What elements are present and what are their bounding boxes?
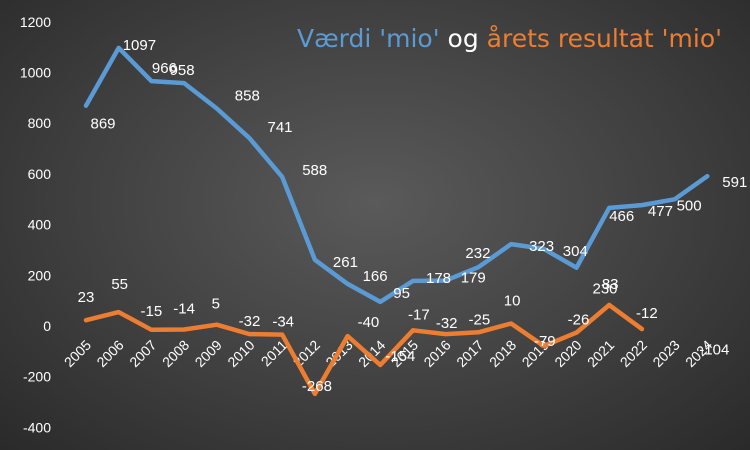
- x-tick-label: 2017: [453, 337, 486, 370]
- data-label-s0: 588: [302, 162, 327, 179]
- x-tick-label: 2007: [126, 337, 159, 370]
- chart-title: Værdi 'mio' og årets resultat 'mio': [297, 24, 722, 53]
- chart-title-part-0: Værdi 'mio': [297, 24, 440, 53]
- data-label-s1: -34: [272, 314, 294, 331]
- data-label-s1: -12: [636, 305, 658, 322]
- data-label-s0: 741: [268, 119, 293, 136]
- y-tick-label: 1000: [20, 65, 51, 81]
- data-label-s1: 10: [504, 292, 521, 309]
- y-tick-label: -200: [23, 369, 51, 385]
- data-label-s1: -79: [534, 333, 556, 350]
- data-label-s0: 166: [363, 268, 388, 285]
- data-label-s0: 232: [465, 245, 490, 262]
- x-tick-label: 2010: [224, 337, 257, 370]
- data-label-s0: 591: [722, 174, 747, 191]
- data-label-s1: -15: [141, 303, 163, 320]
- x-tick-label: 2005: [61, 337, 94, 370]
- y-tick-label: 200: [28, 267, 52, 283]
- x-tick-label: 2008: [159, 337, 192, 370]
- data-label-s0: 95: [393, 285, 410, 302]
- y-tick-label: 600: [28, 166, 52, 182]
- data-label-s0: 323: [529, 238, 554, 255]
- x-tick-label: 2009: [192, 337, 225, 370]
- data-label-s1: 23: [78, 289, 95, 306]
- data-label-s1: 55: [111, 276, 128, 293]
- data-label-s0: 958: [170, 62, 195, 79]
- data-label-s1: -32: [239, 313, 261, 330]
- data-label-s1: -32: [436, 315, 458, 332]
- data-label-s1: -17: [408, 306, 430, 323]
- x-tick-label: 2023: [649, 337, 682, 370]
- data-label-s1: 5: [212, 296, 220, 313]
- series-line-0: [83, 45, 710, 305]
- series-line-1: [83, 302, 645, 397]
- y-tick-label: -400: [23, 419, 51, 435]
- chart-title-part-2: årets resultat 'mio': [487, 24, 722, 53]
- data-label-s1: -14: [173, 301, 195, 318]
- data-label-s0: 1097: [123, 37, 156, 54]
- data-label-s1: -26: [568, 312, 590, 329]
- data-label-s0: 869: [90, 116, 115, 133]
- data-label-s1: -268: [302, 378, 332, 395]
- data-label-s0: 966: [152, 60, 177, 77]
- data-label-s0: 304: [563, 243, 588, 260]
- data-label-s0: 466: [609, 208, 634, 225]
- data-label-s0: 230: [593, 281, 618, 298]
- data-label-s1: -104: [699, 341, 729, 358]
- data-label-s0: 500: [677, 197, 702, 214]
- x-tick-label: 2006: [93, 337, 126, 370]
- y-tick-label: 800: [28, 115, 52, 131]
- y-tick-label: 1200: [20, 14, 51, 30]
- x-tick-label: 2022: [617, 337, 650, 370]
- data-label-s0: 477: [648, 203, 673, 220]
- data-label-s0: 261: [333, 254, 358, 271]
- x-tick-label: 2016: [420, 337, 453, 370]
- data-label-s1: -154: [385, 348, 415, 365]
- data-label-s1: -40: [358, 314, 380, 331]
- data-label-s1: 83: [602, 276, 619, 293]
- chart-title-part-1: og: [440, 24, 487, 53]
- y-tick-label: 0: [43, 318, 51, 334]
- x-tick-label: 2018: [486, 337, 519, 370]
- x-tick-label: 2021: [584, 337, 617, 370]
- data-label-s0: 178: [426, 270, 451, 287]
- x-tick-label: 2014: [355, 337, 388, 370]
- y-tick-label: 400: [28, 217, 52, 233]
- data-label-s1: -25: [469, 311, 491, 328]
- data-label-s0: 179: [461, 270, 486, 287]
- data-label-s0: 858: [235, 87, 260, 104]
